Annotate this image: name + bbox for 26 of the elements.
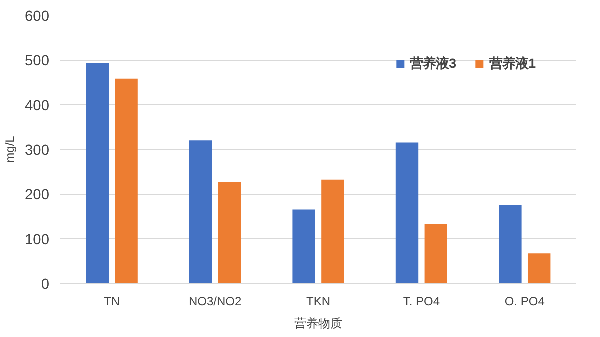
- bar: [292, 210, 316, 284]
- y-tick-label: 0: [41, 277, 50, 293]
- bar: [218, 182, 242, 284]
- bar: [499, 205, 522, 284]
- y-tick-label: 200: [25, 188, 50, 204]
- y-axis-title: mg/L: [3, 136, 18, 163]
- x-tick-label: NO3/NO2: [188, 294, 242, 308]
- y-tick-label: 400: [25, 98, 50, 114]
- y-tick-label: 500: [25, 54, 50, 70]
- bar: [528, 254, 551, 284]
- y-tick-label: 300: [25, 143, 50, 159]
- bar: [190, 140, 212, 284]
- x-tick-label: TN: [104, 294, 120, 308]
- x-tick-label: T. PO4: [403, 294, 440, 308]
- x-tick-label: TKN: [306, 294, 330, 308]
- legend-label: 营养液3: [410, 55, 457, 73]
- bar: [424, 224, 448, 284]
- bar: [115, 78, 138, 284]
- bar: [322, 180, 344, 284]
- y-tick-label: 600: [25, 9, 50, 25]
- y-tick-label: 100: [25, 232, 50, 248]
- bar: [86, 63, 110, 284]
- x-tick-label: O. PO4: [504, 294, 546, 308]
- legend-label: 营养液1: [490, 55, 536, 73]
- x-axis-title: 营养物质: [294, 316, 342, 330]
- bar: [396, 142, 419, 284]
